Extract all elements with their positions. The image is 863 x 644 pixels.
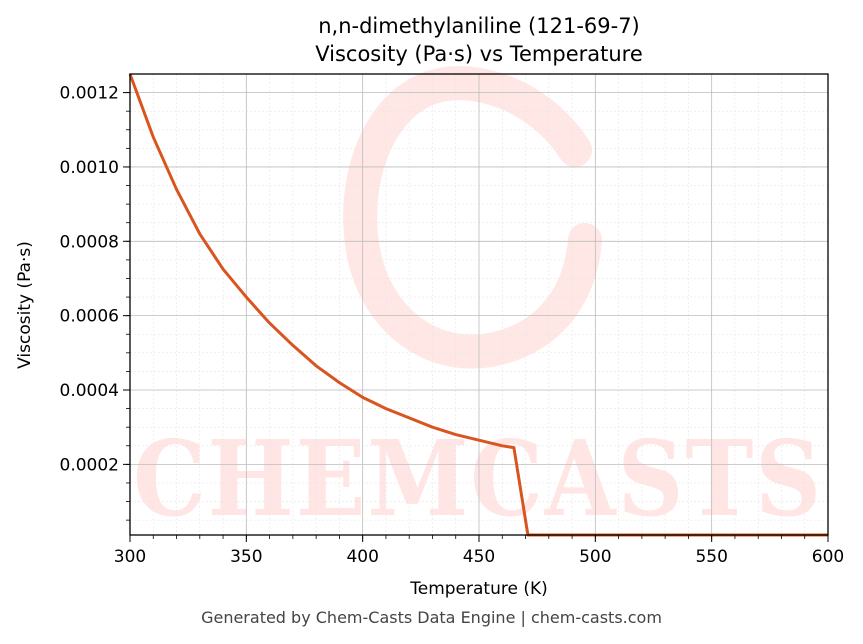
- y-tick-label: 0.0008: [60, 232, 119, 252]
- x-axis-label: Temperature (K): [409, 579, 548, 599]
- chart-subtitle: Viscosity (Pa·s) vs Temperature: [315, 42, 643, 66]
- y-tick-label: 0.0004: [60, 381, 119, 401]
- x-tick-label: 300: [114, 547, 146, 567]
- watermark-text: CHEMCASTS: [133, 417, 823, 540]
- y-tick-label: 0.0012: [60, 84, 119, 104]
- axis-ticks: 300 350 400 450 500 550 600 0.0002 0.0004 0.0006 0…: [60, 84, 845, 567]
- footer-credit: Generated by Chem-Casts Data Engine | ch…: [201, 608, 662, 627]
- chart-title: n,n-dimethylaniline (121-69-7): [318, 14, 640, 38]
- watermark-logo: CHEMCASTS: [133, 66, 823, 540]
- x-tick-label: 350: [230, 547, 262, 567]
- x-tick-label: 550: [695, 547, 727, 567]
- x-tick-label: 450: [463, 547, 495, 567]
- y-tick-label: 0.0006: [60, 307, 119, 327]
- y-tick-label: 0.0010: [60, 158, 119, 178]
- x-tick-label: 500: [579, 547, 611, 567]
- y-axis-label: Viscosity (Pa·s): [15, 241, 35, 369]
- major-grid: [129, 74, 829, 535]
- y-tick-label: 0.0002: [60, 455, 119, 475]
- x-tick-label: 400: [346, 547, 378, 567]
- x-tick-label: 600: [812, 547, 844, 567]
